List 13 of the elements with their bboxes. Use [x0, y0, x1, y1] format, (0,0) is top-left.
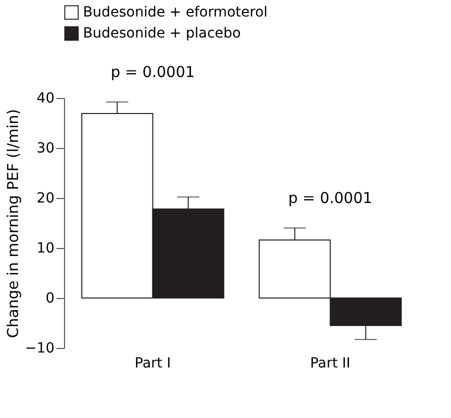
legend-label: Budesonide + eformoterol [83, 4, 268, 20]
y-tick-label: −10 [24, 340, 54, 356]
y-tick-label: 40 [36, 90, 54, 106]
y-axis-title: Change in morning PEF (l/min) [4, 109, 22, 338]
y-tick-label: 20 [36, 190, 54, 206]
text: p = 0.0001 [110, 63, 195, 81]
y-tick-label: 0 [46, 290, 54, 306]
y-tick-label: 10 [36, 240, 54, 256]
x-tick-label: Part II [310, 356, 350, 372]
annotation: p = 0.0001 [288, 189, 372, 207]
x-tick-label: Part I [134, 356, 171, 372]
y-tick-label: 30 [36, 140, 54, 156]
legend-label: Budesonide + placebo [83, 26, 241, 42]
